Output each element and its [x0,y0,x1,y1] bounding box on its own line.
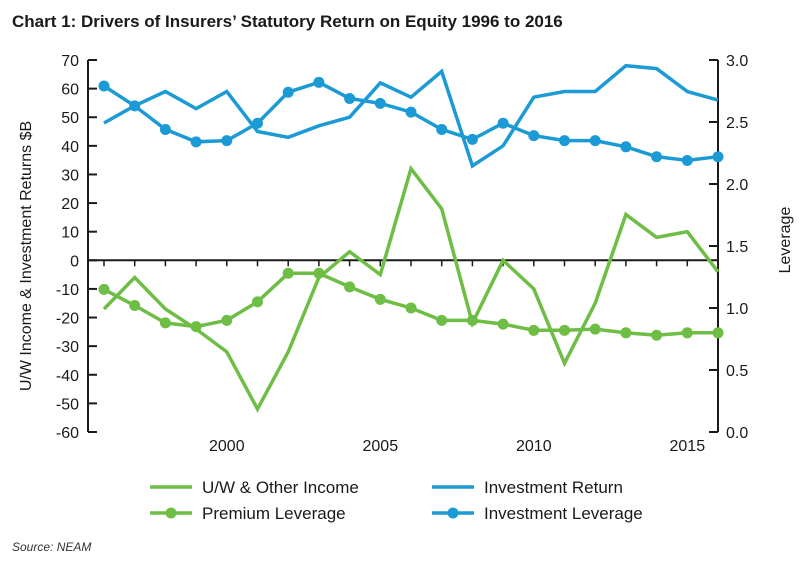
y-right-tick-label: 2.0 [726,177,748,194]
legend-label: Investment Return [484,478,623,497]
data-point [313,267,325,279]
series-layer [98,63,724,413]
x-tick-label: 2005 [363,438,399,455]
data-point [98,283,110,295]
series-u-w-other-income [102,164,720,413]
legend-item: U/W & Other Income [150,478,359,497]
data-point [589,323,601,335]
legend-label: Premium Leverage [202,504,346,523]
y-right-tick-label: 1.5 [726,239,748,256]
data-point [190,321,202,333]
chart-title: Chart 1: Drivers of Insurers’ Statutory … [12,12,563,31]
data-point [374,293,386,305]
data-point [559,135,570,147]
data-point [344,281,356,293]
y-left-tick-label: 50 [61,110,79,127]
data-point [313,76,325,88]
legend: U/W & Other Income Investment Return Premi… [150,478,643,523]
data-point [497,318,509,330]
data-point [405,302,417,314]
data-point [252,117,263,129]
data-point [466,314,478,326]
data-point [497,117,509,129]
data-point [651,151,663,163]
y-right-tick-label: 2.5 [726,115,748,132]
data-point [159,123,171,135]
data-point [620,327,632,339]
data-point [466,133,478,145]
y-left-tick-label: 0 [70,253,79,270]
data-point [190,136,202,148]
data-point [221,135,233,147]
y-left-tick-label: 30 [61,167,79,184]
source-note: Source: NEAM [12,540,91,554]
legend-item: Investment Leverage [432,504,643,523]
data-point [681,327,693,339]
y-right-tick-label: 0.5 [726,363,748,380]
data-point [374,97,386,109]
x-tick-label: 2015 [670,438,706,455]
data-point [712,327,724,339]
x-tick-label: 2010 [516,438,552,455]
data-point [528,324,540,336]
data-point [436,123,448,135]
data-point [559,324,570,336]
data-point [528,130,540,142]
data-point [282,86,294,98]
data-point [282,267,294,279]
y-right-tick-label: 1.0 [726,301,748,318]
y-left-tick-label: -10 [56,282,79,299]
y-left-tick-label: -20 [56,311,79,328]
y-left-tick-label: 60 [61,82,79,99]
y-left-tick-label: -40 [56,368,79,385]
y-left-tick-label: 40 [61,139,79,156]
y-left-tick-label: 70 [61,53,79,70]
series-investment-leverage [98,76,724,166]
series-line [102,164,720,413]
data-point [98,80,110,92]
data-point [129,300,141,312]
data-point [712,151,724,163]
y-right-tick-label: 0.0 [726,425,748,442]
series-line [103,63,719,169]
x-tick-label: 2000 [209,438,245,455]
data-point [344,92,356,104]
legend-item: Investment Return [432,478,623,497]
y-left-tick-label: -50 [56,396,79,413]
y-left-tick-label: 10 [61,225,79,242]
series-premium-leverage [98,267,724,341]
legend-item: Premium Leverage [150,504,346,523]
series-investment-return [103,63,719,169]
y-axis-left-title: U/W Income & Investment Returns $B [18,121,35,391]
legend-swatch-marker [165,507,177,519]
y-left-tick-label: -30 [56,339,79,356]
data-point [159,317,171,329]
legend-swatch-marker [447,507,459,519]
data-point [681,154,693,166]
y-left-tick-label: 20 [61,196,79,213]
y-axis-right-title: Leverage [777,207,794,274]
data-point [620,141,632,153]
data-point [436,314,448,326]
y-left-tick-label: -60 [56,425,79,442]
y-right-tick-label: 3.0 [726,53,748,70]
data-point [405,106,417,118]
axes: -60 -50 -40 -30 -20 -10 0 10 20 30 40 50 60 70 0.0 0.5 1… [18,53,794,455]
data-point [252,296,263,308]
legend-label: Investment Leverage [484,504,643,523]
legend-label: U/W & Other Income [202,478,359,497]
data-point [129,100,141,112]
data-point [651,329,663,341]
data-point [589,135,601,147]
data-point [221,314,233,326]
